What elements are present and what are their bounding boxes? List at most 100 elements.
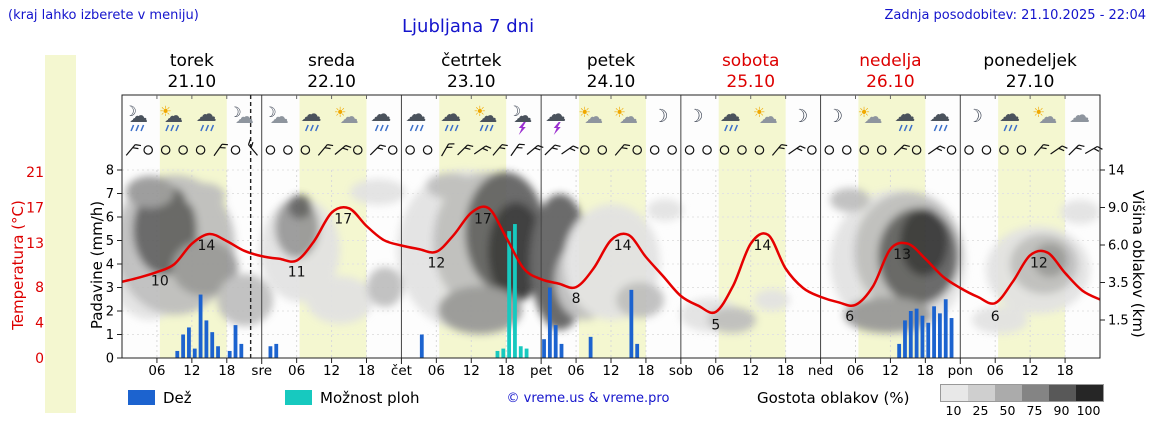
temp-tick-label: 0 [35,351,44,367]
rain-streak [724,124,729,132]
wind-barb-icon [492,144,508,156]
wind-calm-icon [283,145,293,155]
barb-shaft [510,143,520,157]
rain-streak [908,124,913,132]
day-name: sobota [722,51,780,71]
icon-glyph: ☁ [371,102,392,126]
icon-glyph: ☁ [513,105,532,127]
barb-feather [1058,147,1065,152]
icon-glyph: ☽ [508,104,521,120]
temperature-label: 17 [334,211,352,227]
rain-bar [274,343,279,358]
barb-feather [903,144,910,148]
cloud-blob [844,297,932,333]
cloud-blob [708,307,756,333]
rain-streak [170,124,175,132]
wind-barb-icon [125,144,142,156]
barb-feather [778,147,785,150]
rain-streak [933,124,938,132]
day-abbr-label: pet [530,363,552,379]
cloud-density-scale-value: 75 [1026,403,1043,418]
temp-tick-label: 4 [35,316,44,332]
rain-streak [903,124,908,132]
rain-streak [449,124,454,132]
barb-feather [939,145,946,149]
icon-glyph: ☀ [613,105,626,121]
weather-icon-rain: ☁ [999,102,1020,132]
rain-streak [409,124,414,132]
icon-glyph: ☁ [720,102,741,126]
temp-tick-label: 13 [26,236,44,252]
cloud-density-scale-labels: 10 25 50 75 90 100 [940,403,1102,418]
icon-glyph: ☁ [759,106,778,128]
cloud-blob [972,306,1028,334]
day-date: 21.10 [168,72,217,92]
rain-streak [454,124,459,132]
wind-calm-icon [352,145,363,155]
barb-feather [518,143,525,146]
barb-feather [799,145,806,149]
weather-icon-moon-thunder: ☽☁ [508,104,532,135]
precip-tick-label: 2 [106,305,114,320]
barb-shaft [492,144,503,156]
barb-shaft [248,144,258,156]
rain-streak [1013,124,1018,132]
icon-glyph: ☁ [440,102,461,126]
icon-glyph: ☁ [270,106,289,128]
cloud-blob [438,286,522,334]
hour-label: 12 [323,363,340,379]
icon-glyph: ☽ [687,106,703,127]
barb-feather [499,147,506,150]
cloud-blob [367,267,403,307]
temperature-label: 12 [427,256,445,272]
barb-feather [446,146,453,149]
barb-shaft [893,144,905,156]
day-abbr-label: sob [669,363,693,379]
barb-feather [1078,144,1085,148]
rain-streak [135,124,140,132]
temperature-label: 17 [474,211,492,227]
day-abbr-label: sre [251,363,272,379]
wind-calm-icon [178,145,188,155]
wind-calm-icon [981,145,992,155]
shower-bar [507,231,512,358]
cloud-density-swatch [1049,385,1076,401]
wind-barb-icon [788,145,806,155]
rain-bar [908,311,913,358]
rain-bar [227,350,232,358]
rain-streak [444,124,449,132]
cloud-density-legend-title: Gostota oblakov (%) [757,389,910,407]
barb-feather [1043,144,1050,147]
wind-calm-icon [632,145,642,155]
barb-shaft [928,145,941,155]
cloud-density-swatch [995,385,1022,401]
wind-barb-icon [544,144,561,156]
rain-streak [489,124,494,132]
rain-bar [216,346,220,358]
wind-calm-icon [964,145,974,155]
rain-bar [920,315,925,358]
day-name: sreda [308,51,355,71]
cloud-blob [126,176,174,208]
wind-calm-icon [999,145,1009,155]
cloud-blob [830,188,870,212]
rain-streak [384,124,389,132]
wind-calm-icon [265,145,276,155]
rain-streak [310,124,314,132]
temperature-label: 14 [753,238,771,254]
lightning-bolt-icon [553,122,561,135]
rain-bar [932,306,936,358]
copyright-link[interactable]: © vreme.us & vreme.pro [506,391,670,406]
location-menu-hint: (kraj lahko izberete v meniju) [8,8,199,23]
weather-icon-moon: ☽ [967,106,983,127]
icon-glyph: ☁ [864,106,883,128]
barb-shaft [473,145,487,155]
wind-barb-icon [771,144,788,156]
barb-shaft [788,145,801,155]
rain-streak [200,124,205,132]
barb-feather [621,147,628,150]
cloud-blob [172,240,238,296]
barb-shaft [1033,144,1044,156]
rain-streak [419,124,424,132]
